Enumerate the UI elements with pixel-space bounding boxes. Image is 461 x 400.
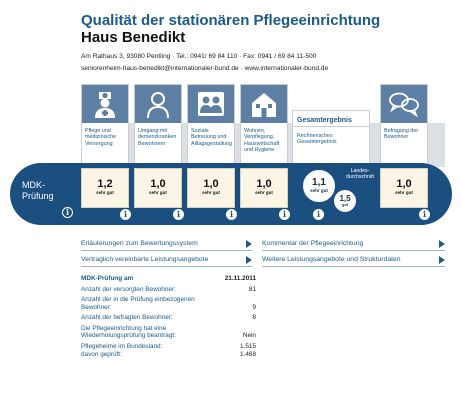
score-box: 1,0 sehr gut — [187, 168, 235, 208]
overall-score: 1,1 — [312, 177, 326, 188]
score-box: 1,0 sehr gut — [134, 168, 182, 208]
address-line: Am Rathaus 3, 93080 Pentling · Tel.: 094… — [81, 53, 317, 60]
state-average-score: 1,5 — [339, 194, 351, 203]
score-value: 1,0 — [150, 178, 166, 190]
info-icon[interactable]: i — [226, 209, 237, 220]
info-icon[interactable]: i — [313, 209, 324, 220]
overall-score-circle: 1,1 sehr gut — [301, 168, 337, 204]
play-arrow-icon — [439, 255, 445, 264]
nurse-icon — [82, 85, 128, 123]
category-label: Umgang mit demenzkranken Bewohnern — [138, 128, 177, 147]
person-icon — [135, 85, 181, 123]
link-label: Erläuterungen zum Bewertungssystem — [81, 240, 198, 247]
link-leistungsangebote[interactable]: Vertraglich vereinbarte Leistungsangebot… — [81, 253, 252, 267]
overall-heading: Gesamtergebnis — [293, 111, 369, 127]
link-label: Weitere Leistungsangebote und Strukturda… — [262, 256, 401, 263]
play-arrow-icon — [246, 239, 252, 248]
category-label: Wohnen, Verpflegung, Hauswirtschaft und … — [244, 128, 280, 154]
category-label: Pflege und medizinische Versorgung — [85, 128, 117, 147]
score-grade: sehr gut — [149, 190, 167, 195]
score-grade: sehr gut — [96, 190, 114, 195]
score-value: 1,0 — [396, 178, 412, 190]
score-value: 1,0 — [256, 178, 272, 190]
fact-row: Anzahl der befragten Bewohner: 8 — [81, 313, 256, 321]
play-arrow-icon — [439, 239, 445, 248]
score-box: 1,0 sehr gut — [240, 168, 288, 208]
fact-row: MDK-Prüfung am 21.11.2011 — [81, 275, 256, 282]
category-label: Befragung der Bewohner — [384, 128, 419, 141]
link-strukturdaten[interactable]: Weitere Leistungsangebote und Strukturda… — [262, 253, 445, 267]
overall-result-card: Gesamtergebnis Rechnerisches Gesamtergeb… — [292, 110, 370, 168]
score-box: 1,0 sehr gut — [380, 168, 428, 208]
overall-grade: sehr gut — [310, 188, 328, 193]
score-grade: sehr gut — [255, 190, 273, 195]
fact-row: Die Pflegeeinrichtung hat eine Wiederhol… — [81, 325, 256, 340]
link-label: Kommentar der Pflegeeinrichtung — [262, 240, 364, 247]
link-kommentar[interactable]: Kommentar der Pflegeeinrichtung — [262, 237, 445, 251]
speech-bubbles-icon — [381, 85, 427, 123]
score-box: 1,2 sehr gut — [81, 168, 129, 208]
category-card-pflege: Pflege und medizinische Versorgung — [81, 84, 129, 168]
score-grade: sehr gut — [395, 190, 413, 195]
state-average-circle: 1,5 gut — [332, 188, 358, 214]
score-value: 1,2 — [97, 178, 113, 190]
house-icon — [241, 85, 287, 123]
mdk-band-label: MDK- Prüfung — [22, 180, 54, 201]
score-value: 1,0 — [203, 178, 219, 190]
state-average-label: Landes-durchschnitt — [346, 168, 374, 180]
info-icon[interactable]: i — [173, 209, 184, 220]
link-bewertungssystem[interactable]: Erläuterungen zum Bewertungssystem — [81, 237, 252, 251]
facility-name: Haus Benedikt — [81, 29, 186, 46]
overall-label: Rechnerisches Gesamtergebnis — [297, 133, 337, 146]
fact-row: Pflegeheime im Bundesland: 1.515 — [81, 343, 256, 351]
page-title: Qualität der stationären Pflegeeinrichtu… — [81, 12, 381, 29]
category-card-befragung: Befragung der Bewohner — [380, 84, 428, 168]
info-icon[interactable]: i — [120, 209, 131, 220]
link-label: Vertraglich vereinbarte Leistungsangebot… — [81, 256, 209, 263]
fact-row: davon geprüft: 1.468 — [81, 350, 256, 358]
facts-list: MDK-Prüfung am 21.11.2011 Anzahl der ver… — [81, 275, 256, 358]
contact-line: seniorenheim-haus-benedikt@international… — [81, 65, 329, 72]
info-icon[interactable]: i — [419, 209, 430, 220]
info-icon[interactable]: i — [62, 207, 73, 218]
fact-row: Anzahl der versorgten Bewohner: 81 — [81, 286, 256, 294]
play-arrow-icon — [246, 255, 252, 264]
category-card-demenz: Umgang mit demenzkranken Bewohnern — [134, 84, 182, 168]
category-card-betreuung: Soziale Betreuung und Alltagsgestaltung — [187, 84, 235, 168]
people-group-icon — [188, 85, 234, 123]
category-label: Soziale Betreuung und Alltagsgestaltung — [191, 128, 233, 147]
score-grade: sehr gut — [202, 190, 220, 195]
state-average-grade: gut — [342, 203, 348, 207]
fact-row: Anzahl der in die Prüfung einbezogenen B… — [81, 296, 256, 311]
category-card-wohnen: Wohnen, Verpflegung, Hauswirtschaft und … — [240, 84, 288, 168]
info-icon[interactable]: i — [279, 209, 290, 220]
